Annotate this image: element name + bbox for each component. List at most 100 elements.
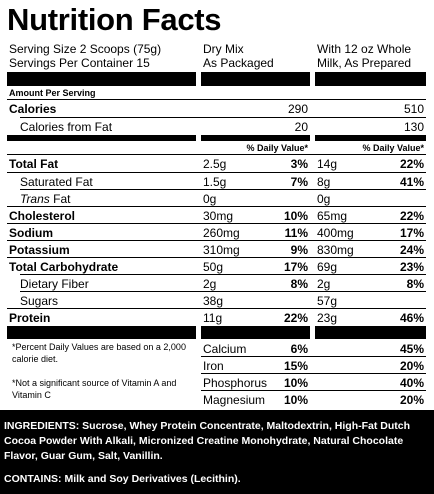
calories-milk: 510 — [403, 102, 424, 116]
divider — [201, 373, 426, 374]
ingredients-box — [0, 410, 434, 494]
nutrient-label: Protein — [9, 311, 51, 325]
milk-header-1: With 12 oz Whole — [317, 42, 412, 56]
amount-per-serving: Amount Per Serving — [9, 88, 96, 98]
nutrient-milk-dv: 41% — [399, 175, 424, 189]
footnote-daily-values: *Percent Daily Values are based on a 2,0… — [12, 342, 186, 364]
divider — [201, 356, 426, 357]
mineral-label: Calcium — [203, 342, 247, 356]
contains-text: CONTAINS: Milk and Soy Derivatives (Leci… — [4, 473, 241, 485]
divider — [7, 240, 426, 241]
nutrient-dry-amount: 30mg — [203, 209, 234, 223]
panel-title: Nutrition Facts — [7, 2, 222, 37]
thick-bar-left — [7, 326, 196, 339]
nutrient-milk-amount: 8g — [317, 175, 331, 189]
nutrient-milk-dv: 8% — [406, 277, 424, 291]
medium-bar-left — [7, 135, 196, 141]
divider — [20, 274, 426, 275]
nutrient-dry-dv: 3% — [290, 157, 308, 171]
calories-label: Calories — [9, 102, 57, 116]
divider — [7, 99, 426, 100]
mineral-milk-dv: 20% — [399, 393, 424, 407]
mineral-label: Iron — [203, 359, 224, 373]
nutrient-label: Total Carbohydrate — [9, 260, 119, 274]
nutrient-label: Sugars — [20, 294, 59, 308]
dv-header-milk: % Daily Value* — [362, 143, 424, 153]
nutrient-milk-dv: 22% — [399, 157, 424, 171]
nutrient-label: Saturated Fat — [20, 175, 93, 189]
nutrient-dry-amount: 11g — [203, 311, 223, 325]
calories-from-fat-milk: 130 — [403, 120, 424, 134]
nutrient-dry-amount: 2g — [203, 277, 217, 291]
calories-from-fat-label: Calories from Fat — [20, 120, 113, 134]
nutrient-dry-dv: 8% — [290, 277, 308, 291]
dry-mix-header-1: Dry Mix — [203, 42, 244, 56]
nutrient-milk-amount: 65mg — [317, 209, 348, 223]
nutrient-dry-amount: 38g — [203, 294, 224, 308]
nutrient-dry-dv: 22% — [283, 311, 308, 325]
divider — [7, 257, 426, 258]
calories-from-fat-dry: 20 — [294, 120, 308, 134]
mineral-dry-dv: 15% — [283, 359, 308, 373]
nutrient-milk-amount: 57g — [317, 294, 338, 308]
footnote-vitamins: *Not a significant source of Vitamin A a… — [12, 378, 177, 400]
mineral-label: Phosphorus — [203, 376, 268, 390]
nutrient-dry-amount: 2.5g — [203, 157, 227, 171]
mineral-dry-dv: 10% — [283, 376, 308, 390]
nutrient-dry-dv: 7% — [290, 175, 308, 189]
dv-header-dry: % Daily Value* — [246, 143, 308, 153]
nutrient-dry-amount: 0g — [203, 192, 217, 206]
nutrient-dry-dv: 10% — [283, 209, 308, 223]
mineral-label: Magnesium — [203, 393, 266, 407]
divider — [20, 189, 426, 190]
nutrient-milk-dv: 23% — [399, 260, 424, 274]
thick-bar-left — [7, 72, 196, 86]
calories-dry: 290 — [287, 102, 308, 116]
nutrient-label: Sodium — [9, 226, 53, 240]
nutrient-milk-dv: 22% — [399, 209, 424, 223]
nutrient-milk-dv: 17% — [399, 226, 424, 240]
thick-bar-mid — [201, 326, 310, 339]
nutrient-dry-dv: 17% — [283, 260, 308, 274]
mineral-milk-dv: 45% — [399, 342, 424, 356]
mineral-milk-dv: 20% — [399, 359, 424, 373]
divider — [7, 206, 426, 207]
divider — [7, 223, 426, 224]
nutrient-dry-amount: 260mg — [203, 226, 240, 240]
divider — [7, 308, 426, 309]
divider — [201, 390, 426, 391]
mineral-milk-dv: 40% — [399, 376, 424, 390]
thick-bar-right — [315, 72, 426, 86]
nutrient-dry-dv: 11% — [284, 226, 308, 240]
milk-header-2: Milk, As Prepared — [317, 56, 412, 70]
divider — [20, 117, 426, 118]
nutrient-label: Total Fat — [9, 157, 59, 171]
mineral-dry-dv: 10% — [283, 393, 308, 407]
nutrient-milk-amount: 23g — [317, 311, 338, 325]
nutrient-milk-amount: 400mg — [317, 226, 354, 240]
thick-bar-mid — [201, 72, 310, 86]
medium-bar-right — [315, 135, 426, 141]
nutrient-dry-dv: 9% — [290, 243, 308, 257]
ingredients-text: INGREDIENTS: Sucrose, Whey Protein Conce… — [4, 420, 411, 462]
nutrient-label: Potassium — [9, 243, 70, 257]
medium-bar-mid — [201, 135, 310, 141]
divider — [7, 172, 426, 173]
nutrient-milk-amount: 69g — [317, 260, 338, 274]
servings-per-container: Servings Per Container 15 — [9, 56, 150, 70]
thick-bar-right — [315, 326, 426, 339]
nutrient-dry-amount: 50g — [203, 260, 224, 274]
mineral-dry-dv: 6% — [290, 342, 308, 356]
dry-mix-header-2: As Packaged — [203, 56, 274, 70]
nutrient-milk-amount: 830mg — [317, 243, 354, 257]
nutrient-label: Dietary Fiber — [20, 277, 89, 291]
nutrient-milk-dv: 24% — [399, 243, 424, 257]
nutrient-milk-amount: 0g — [317, 192, 331, 206]
divider — [20, 291, 426, 292]
nutrient-label: Cholesterol — [9, 209, 76, 223]
divider — [7, 154, 426, 155]
nutrient-dry-amount: 310mg — [203, 243, 240, 257]
nutrient-milk-dv: 46% — [399, 311, 424, 325]
nutrient-dry-amount: 1.5g — [203, 175, 227, 189]
